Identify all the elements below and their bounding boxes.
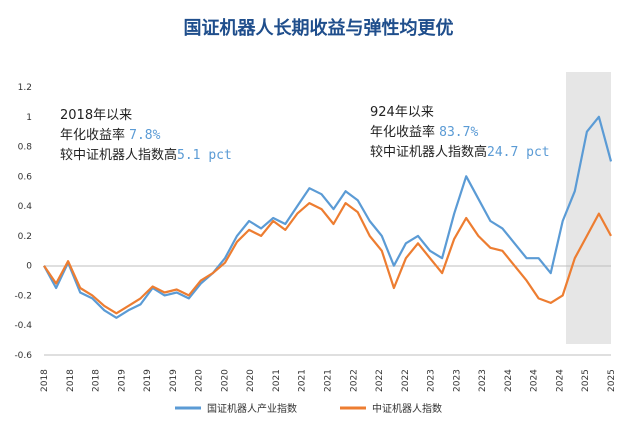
x-tick-label: 2024 <box>504 369 514 392</box>
x-tick-label: 2018 <box>92 369 102 392</box>
x-tick-label: 2025 <box>581 369 591 392</box>
series-line-2 <box>43 202 612 315</box>
y-tick-label: 0.8 <box>18 143 33 153</box>
x-tick-label: 2022 <box>401 369 411 392</box>
series-group <box>43 115 613 319</box>
annotation-left-label2: 年化收益率 <box>60 127 129 143</box>
annotation-left-line3: 较中证机器人指数高5.1 pct <box>60 147 232 163</box>
annotation-right-line2: 年化收益率 83.7% <box>370 124 478 140</box>
y-tick-label: 0 <box>26 262 32 272</box>
legend-label-2: 中证机器人指数 <box>372 402 442 415</box>
annotation-left-line1: 2018年以来 <box>60 108 132 123</box>
x-tick-label: 2024 <box>530 369 540 392</box>
y-tick-label: -0.2 <box>14 291 32 301</box>
x-tick-label: 2018 <box>66 369 76 392</box>
x-tick-label: 2023 <box>478 369 488 392</box>
x-tick-label: 2023 <box>427 369 437 392</box>
x-tick-label: 2020 <box>220 369 230 392</box>
x-tick-label: 2020 <box>246 369 256 392</box>
annotation-right-value3: 24.7 pct <box>487 145 550 160</box>
x-tick-label: 2019 <box>143 369 153 392</box>
annotation-left-label3: 较中证机器人指数高 <box>60 147 177 163</box>
y-tick-label: 1 <box>26 113 32 123</box>
y-tick-label: 0.2 <box>18 232 32 242</box>
x-tick-label: 2024 <box>555 369 565 392</box>
y-tick-label: 1.2 <box>18 83 32 93</box>
x-tick-label: 2023 <box>452 369 462 392</box>
annotation-right-line1: 924年以来 <box>370 105 434 120</box>
annotation-right-line3: 较中证机器人指数高24.7 pct <box>370 144 550 160</box>
annotation-right: 924年以来 年化收益率 83.7% 较中证机器人指数高24.7 pct <box>370 105 550 160</box>
legend-label-1: 国证机器人产业指数 <box>207 402 297 415</box>
shaded-region <box>566 72 611 344</box>
chart-title: 国证机器人长期收益与弹性均更优 <box>183 18 454 39</box>
y-tick-label: -0.6 <box>14 351 32 361</box>
x-tick-label: 2020 <box>195 369 205 392</box>
annotation-right-value2: 83.7% <box>439 125 478 140</box>
legend: 国证机器人产业指数 中证机器人指数 <box>175 402 442 415</box>
annotation-left: 2018年以来 年化收益率 7.8% 较中证机器人指数高5.1 pct <box>60 108 232 163</box>
y-tick-label: -0.4 <box>14 321 32 331</box>
x-tick-label: 2018 <box>40 369 50 392</box>
y-tick-label: 0.4 <box>18 202 33 212</box>
series-line-1 <box>43 115 613 319</box>
annotation-right-label3: 较中证机器人指数高 <box>370 144 487 160</box>
x-tick-label: 2022 <box>375 369 385 392</box>
annotation-left-value3: 5.1 pct <box>177 148 232 163</box>
x-tick-label: 2019 <box>169 369 179 392</box>
x-tick-label: 2021 <box>324 369 334 392</box>
x-tick-label: 2021 <box>298 369 308 392</box>
x-axis: 2018 2018 2018 2019 2019 2019 2020 2020 2020 2021… <box>40 354 617 392</box>
x-tick-label: 2019 <box>117 369 127 392</box>
x-tick-label: 2025 <box>607 369 617 392</box>
annotation-left-value2: 7.8% <box>129 128 160 143</box>
y-axis: 1.2 1 0.8 0.6 0.4 0.2 0 -0.2 -0.4 -0.6 <box>14 83 32 361</box>
annotation-right-label2: 年化收益率 <box>370 124 439 140</box>
x-tick-label: 2021 <box>272 369 282 392</box>
y-tick-label: 0.6 <box>18 172 33 182</box>
annotation-left-line2: 年化收益率 7.8% <box>60 127 161 143</box>
x-tick-label: 2022 <box>349 369 359 392</box>
